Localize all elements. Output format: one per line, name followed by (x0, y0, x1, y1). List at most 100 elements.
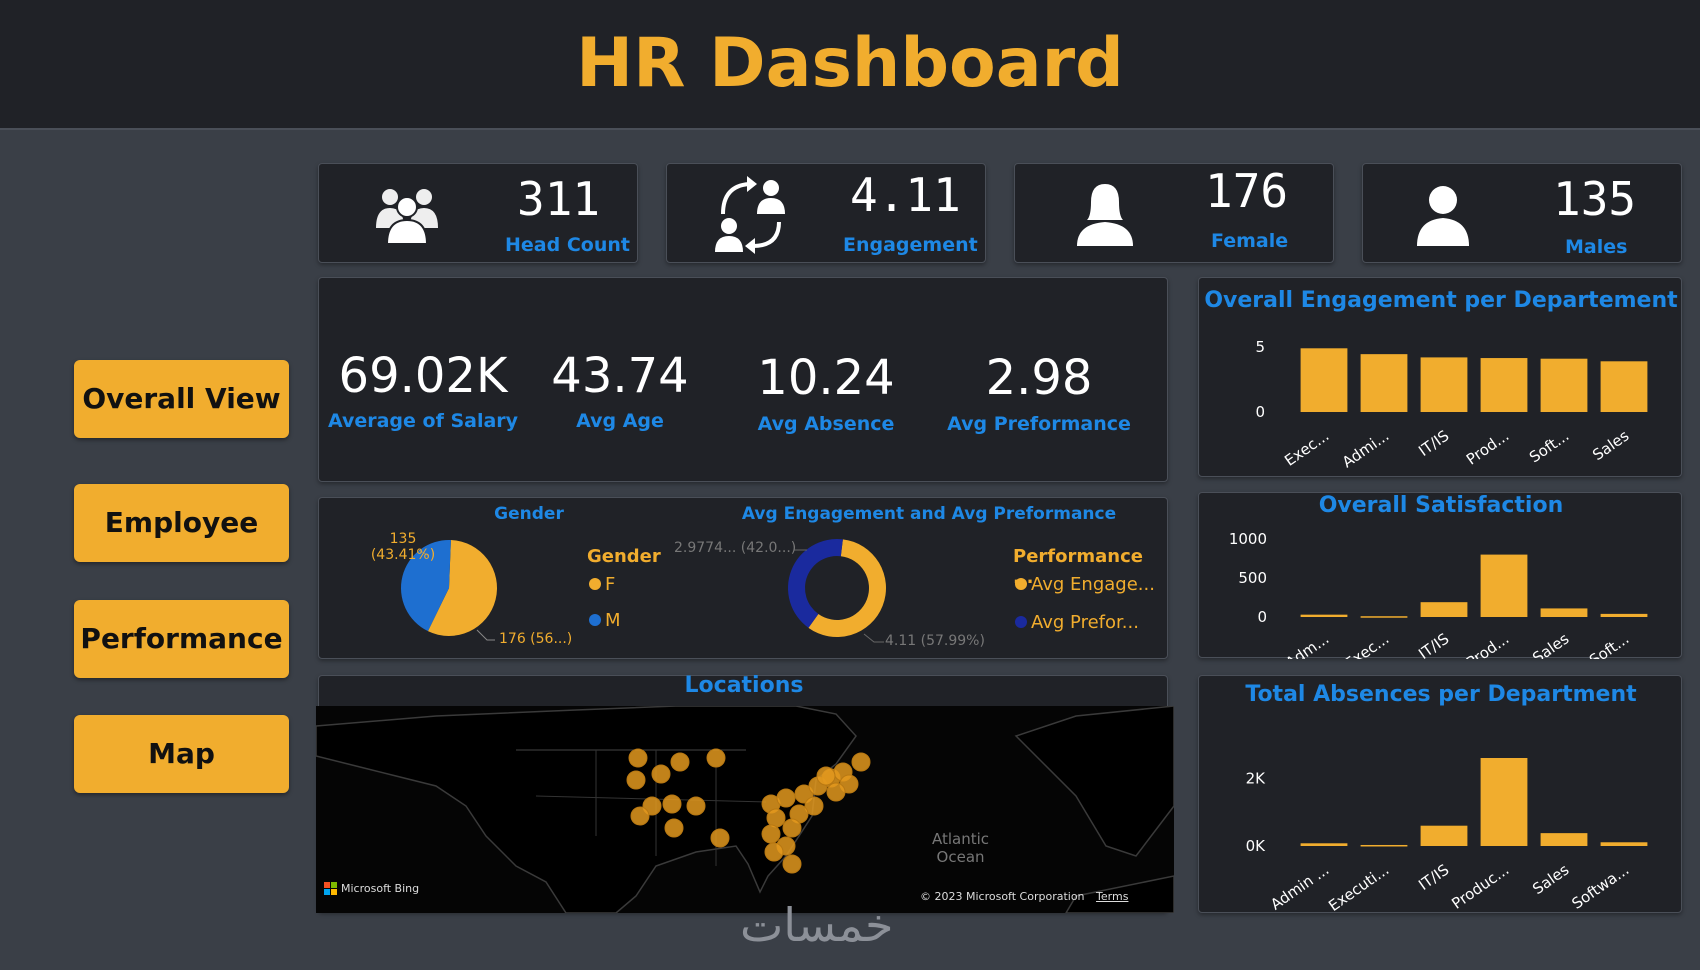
y-tick-label: 500 (1238, 569, 1267, 587)
f-dot-icon (589, 578, 601, 590)
bar[interactable] (1300, 348, 1348, 412)
gender-leader-bottom (476, 629, 495, 641)
employee-button[interactable]: Employee (74, 484, 289, 562)
donut-eng-data-label: 4.11 (57.99%) (885, 633, 985, 649)
engagement-per-department-panel: Overall Engagement per Departement 0 5 Exe… (1198, 277, 1682, 477)
ocean-label-line2: Ocean (936, 848, 985, 866)
map-title: Locations (684, 673, 804, 698)
avg-performance-label: Avg Preformance (947, 413, 1131, 435)
gender-legend-m[interactable]: M (589, 610, 621, 631)
x-tick-label: IT/IS (1415, 630, 1452, 659)
perf-legend-engagement-label: Avg Engage... (1031, 574, 1155, 595)
x-tick-label: IT/IS (1415, 861, 1452, 894)
page-title: HR Dashboard (576, 24, 1124, 103)
bar[interactable] (1540, 608, 1588, 617)
donut-slice-engagement[interactable] (808, 539, 886, 637)
overall-view-button[interactable]: Overall View (74, 360, 289, 438)
avg-performance-value: 2.98 (985, 350, 1093, 406)
bar[interactable] (1420, 602, 1468, 617)
perf-legend-performance[interactable]: Avg Prefor... (1015, 612, 1139, 633)
x-tick-label: Prod... (1463, 427, 1512, 469)
map-svg (316, 706, 1174, 913)
people-group-icon (374, 180, 440, 250)
x-tick-label: Admi... (1339, 427, 1392, 472)
copyright-text: © 2023 Microsoft Corporation (920, 890, 1085, 903)
avg-age-label: Avg Age (576, 410, 664, 432)
donut-perf-data-label: 2.9774... (42.0...) (674, 540, 797, 556)
engagement-dot-icon (1015, 578, 1027, 590)
map-copyright: © 2023 Microsoft Corporation Terms (920, 890, 1128, 903)
engagement-bar-chart: 0 5 Exec... Admi... IT/IS Prod... Soft... Sales (1255, 338, 1648, 472)
bar[interactable] (1540, 833, 1588, 846)
x-tick-label: Sales (1529, 860, 1572, 898)
males-value: 135 (1553, 172, 1637, 226)
gender-m-count: 135 (389, 531, 417, 547)
ocean-label-line1: Atlantic (932, 830, 990, 848)
gender-slice-f[interactable] (427, 540, 497, 636)
gender-legend-title: Gender (587, 546, 661, 567)
gender-m-data-label: 135 (43.41%) (363, 531, 443, 563)
y-tick-label: 0 (1257, 608, 1267, 626)
female-value: 176 (1205, 164, 1289, 218)
bar[interactable] (1480, 758, 1528, 846)
males-label: Males (1565, 236, 1628, 258)
pies-svg (401, 539, 886, 643)
absences-chart-title: Total Absences per Department (1245, 682, 1637, 707)
gender-chart-title: Gender (494, 504, 564, 524)
bing-label: Microsoft Bing (341, 882, 420, 895)
bar[interactable] (1360, 354, 1408, 412)
location-markers (626, 748, 871, 874)
bar[interactable] (1600, 361, 1648, 412)
head-count-label: Head Count (505, 234, 630, 256)
gender-legend-f[interactable]: F (589, 574, 615, 595)
male-user-icon (1415, 182, 1471, 252)
ocean-label: Atlantic Ocean (932, 830, 989, 866)
terms-link[interactable]: Terms (1096, 890, 1129, 903)
gender-f-data-label: 176 (56...) (499, 631, 573, 647)
bar[interactable] (1600, 613, 1648, 617)
bar[interactable] (1420, 357, 1468, 412)
engagement-performance-chart-title: Avg Engagement and Avg Preformance (741, 504, 1117, 524)
dashboard-header: HR Dashboard (0, 0, 1700, 130)
avg-salary-label: Average of Salary (327, 410, 519, 432)
gender-pie (401, 540, 497, 636)
map-canvas[interactable]: Atlantic Ocean Microsoft Bing © 2023 Mic… (316, 706, 1174, 913)
x-tick-label: Softwa... (1568, 861, 1632, 913)
kpi-card-males: 135 Males (1362, 163, 1682, 263)
total-absences-panel: Total Absences per Department 0K 2K Admin … (1198, 675, 1682, 914)
kpi-card-head-count: 311 Head Count (318, 163, 638, 263)
gender-legend-m-label: M (605, 610, 621, 631)
female-label: Female (1211, 230, 1289, 252)
x-tick-label: Prod... (1463, 630, 1512, 659)
bar[interactable] (1480, 358, 1528, 412)
engagement-performance-donut (788, 539, 886, 637)
bar[interactable] (1480, 554, 1528, 617)
perf-legend-engagement[interactable]: Avg Engage... (1015, 574, 1155, 595)
avg-absence-value: 10.24 (757, 350, 895, 406)
x-tick-label: Exec... (1281, 427, 1332, 470)
map-button[interactable]: Map (74, 715, 289, 793)
donut-slice-performance[interactable] (788, 539, 843, 628)
bar[interactable] (1420, 825, 1468, 846)
performance-dot-icon (1015, 616, 1027, 628)
gender-slice-m[interactable] (401, 540, 451, 632)
gender-leader-top (418, 549, 430, 557)
y-tick-label: 5 (1255, 338, 1265, 356)
microsoft-logo-icon (324, 882, 337, 895)
bar[interactable] (1600, 842, 1648, 846)
performance-button[interactable]: Performance (74, 600, 289, 678)
avg-absence-label: Avg Absence (757, 413, 895, 435)
bar[interactable] (1300, 843, 1348, 846)
x-tick-label: Exec... (1341, 630, 1392, 659)
bar[interactable] (1360, 844, 1408, 847)
bar[interactable] (1540, 358, 1588, 412)
satisfaction-chart-title: Overall Satisfaction (1318, 493, 1564, 518)
engagement-label: Engagement (843, 234, 978, 256)
bar[interactable] (1360, 616, 1408, 618)
x-tick-label: Admin ... (1267, 861, 1332, 914)
x-tick-label: Sales (1589, 426, 1632, 464)
y-tick-label: 2K (1246, 769, 1267, 787)
bar[interactable] (1300, 614, 1348, 617)
x-tick-label: Soft... (1586, 630, 1632, 659)
